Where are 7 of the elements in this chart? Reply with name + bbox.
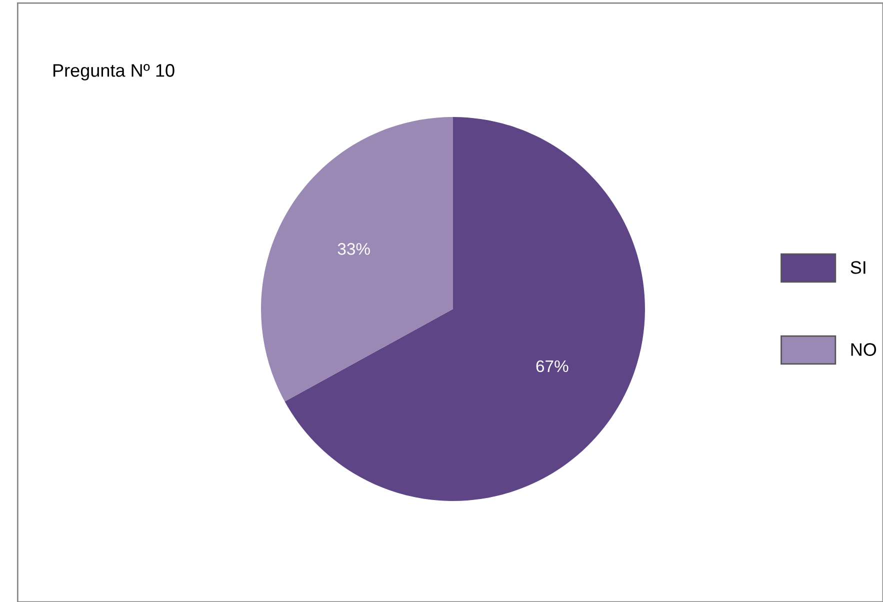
pie-slice [261, 117, 453, 402]
pie-slice [284, 117, 645, 501]
legend-label: SI [850, 261, 866, 274]
text: Pregunta Nº 10 [53, 64, 174, 80]
data-label: 67% [536, 360, 568, 372]
data-label: 33% [338, 243, 370, 255]
legend-label: NO [851, 343, 876, 356]
